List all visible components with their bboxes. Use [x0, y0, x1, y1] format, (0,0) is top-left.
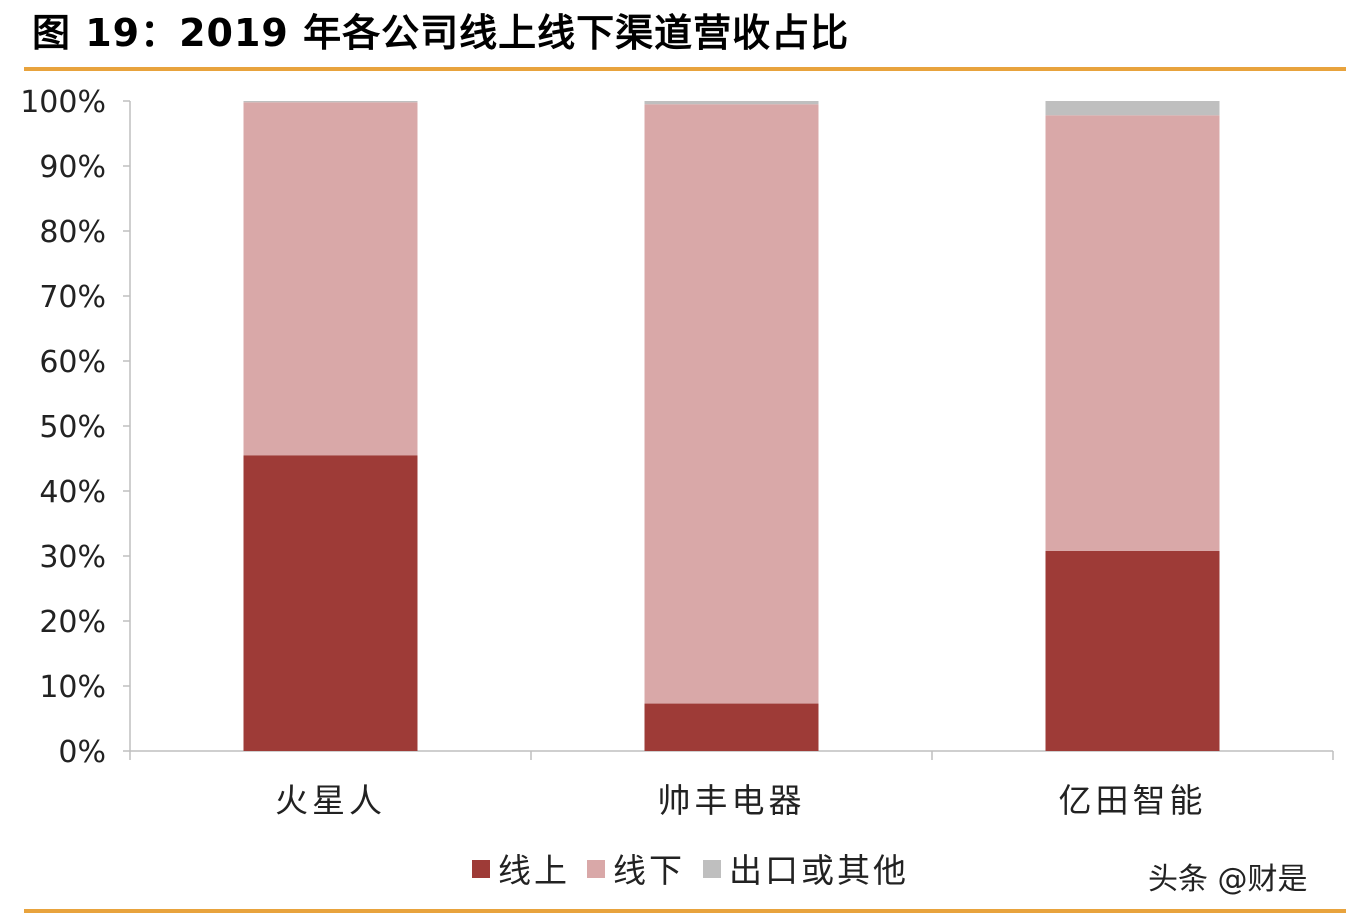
bar-stacks	[243, 101, 1220, 751]
y-tick-label: 10%	[39, 670, 106, 705]
y-tick-label: 90%	[39, 150, 106, 185]
bar-segment-1	[1045, 550, 1220, 751]
top-rule	[24, 67, 1346, 71]
y-tick-label: 30%	[39, 540, 106, 575]
bar-segment-3	[644, 101, 819, 105]
x-tick-label: 亿田智能	[1059, 781, 1207, 820]
bar-segment-2	[243, 102, 418, 456]
bottom-rule	[24, 909, 1346, 913]
legend-swatch	[472, 860, 490, 878]
y-tick-label: 80%	[39, 215, 106, 250]
bar-segment-2	[1045, 115, 1220, 551]
y-axis: 0% 10% 20% 30% 40% 50% 60% 70% 80% 90% 100%	[20, 85, 131, 770]
bar-segment-3	[243, 101, 418, 103]
legend: 线上 线下 出口或其他	[472, 851, 909, 890]
y-tick-label: 50%	[39, 410, 106, 445]
x-tick-label: 火星人	[275, 781, 386, 820]
y-tick-label: 0%	[58, 735, 106, 770]
legend-swatch	[703, 860, 721, 878]
watermark: 头条 @财是	[1148, 862, 1308, 897]
bar-segment-1	[644, 703, 819, 751]
bar-segment-3	[1045, 101, 1220, 116]
figure-title: 图 19：2019 年各公司线上线下渠道营收占比	[32, 11, 850, 55]
y-tick-label: 70%	[39, 280, 106, 315]
y-tick-label: 20%	[39, 605, 106, 640]
legend-label: 线下	[613, 851, 685, 890]
bar-segment-2	[644, 104, 819, 704]
bar-segment-1	[243, 455, 418, 751]
legend-label: 出口或其他	[729, 851, 909, 890]
x-tick-label: 帅丰电器	[658, 781, 806, 820]
y-tick-label: 40%	[39, 475, 106, 510]
y-tick-label: 100%	[20, 85, 106, 120]
y-tick-label: 60%	[39, 345, 106, 380]
legend-label: 线上	[498, 851, 570, 890]
x-axis: 火星人 帅丰电器 亿田智能	[129, 750, 1334, 820]
legend-swatch	[587, 860, 605, 878]
